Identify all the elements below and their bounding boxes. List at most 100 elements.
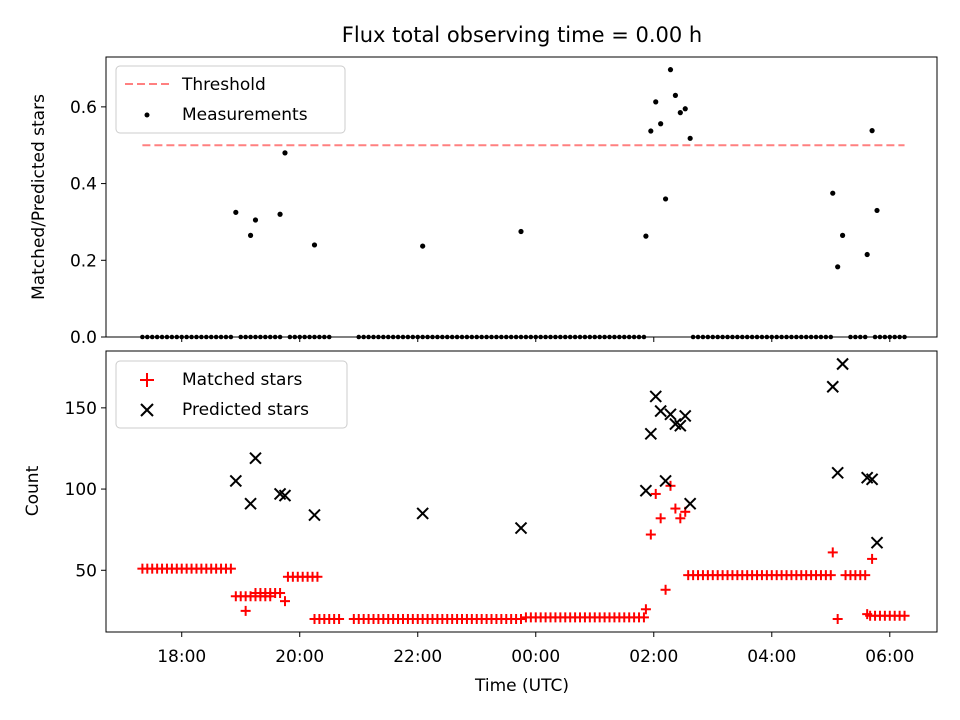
top-axes-frame — [105, 56, 938, 338]
bottom-x-axis: 18:00 20:00 22:00 00:00 02:00 04:00 06:00 — [157, 632, 914, 667]
matched-star-point — [655, 513, 666, 524]
measurement-point — [643, 233, 649, 239]
measurement-point — [667, 67, 674, 73]
legend-predicted-icon — [140, 403, 154, 417]
measurement-point — [864, 251, 870, 258]
predicted-star-point — [664, 408, 677, 421]
matched-star-point — [670, 503, 681, 514]
chart-title: Flux total observing time = 0.00 h — [342, 23, 702, 47]
x-tick-label: 18:00 — [157, 647, 206, 667]
matched-star-point — [275, 588, 286, 599]
bottom-plot-area — [137, 357, 910, 625]
top-legend-box — [115, 65, 346, 134]
x-tick-label: 22:00 — [393, 647, 442, 667]
predicted-star-point — [679, 409, 692, 423]
predicted-star-point — [244, 497, 257, 510]
predicted-star-point — [831, 466, 844, 480]
top-y-tick-label: 0.2 — [70, 251, 97, 271]
measurement-point — [648, 128, 654, 134]
matched-star-point — [862, 609, 873, 620]
bottom-panel: 50 100 150 18:00 20:00 22:00 00:00 02:00 04:00 0… — [23, 350, 938, 696]
matched-star-point — [827, 547, 838, 558]
matched-star-point — [825, 570, 836, 581]
predicted-star-point — [416, 507, 429, 520]
matched-star-point — [832, 614, 843, 625]
measurement-point — [518, 228, 524, 235]
matched-star-point — [225, 563, 236, 574]
matched-star-point — [640, 604, 651, 615]
predicted-star-point — [674, 419, 687, 432]
top-plot-area — [140, 67, 907, 340]
matched-star-point — [867, 553, 878, 564]
measurement-point — [677, 110, 683, 116]
matched-star-point — [312, 571, 323, 582]
bottom-y-tick-label: 50 — [75, 561, 97, 581]
bottom-y-axis: 50 100 150 — [65, 399, 106, 581]
predicted-star-point — [639, 484, 653, 497]
measurement-point — [830, 190, 836, 196]
matched-star-point — [650, 488, 661, 499]
predicted-star-point — [249, 451, 262, 465]
predicted-star-point — [654, 404, 667, 418]
measurement-point — [672, 92, 679, 98]
x-tick-label: 02:00 — [629, 647, 678, 667]
predicted-star-point — [644, 427, 658, 441]
matched-star-point — [638, 612, 649, 623]
predicted-star-point — [514, 521, 528, 535]
measurement-point — [658, 121, 664, 127]
predicted-star-point — [836, 357, 849, 371]
measurement-point — [662, 196, 669, 202]
predicted-star-point — [308, 508, 321, 522]
measurement-point — [247, 232, 254, 238]
measurement-point — [835, 264, 841, 270]
top-y-tick-label: 0.0 — [70, 328, 97, 348]
legend-measurements-icon — [144, 112, 150, 118]
x-tick-label: 20:00 — [275, 647, 324, 667]
predicted-star-point — [659, 474, 672, 488]
legend-matched-icon — [140, 373, 154, 387]
matched-star-point — [645, 529, 656, 540]
matched-star-point — [279, 596, 290, 607]
matched-star-point — [240, 605, 251, 616]
x-tick-label: 04:00 — [747, 647, 796, 667]
top-panel: 0.0 0.2 0.4 0.6 Matched/Predicted stars Thr… — [29, 56, 938, 348]
measurement-point — [874, 207, 880, 214]
top-legend: Threshold Measurements — [115, 65, 346, 134]
bottom-y-tick-label: 150 — [65, 399, 97, 419]
predicted-star-point — [229, 474, 243, 488]
matched-star-point — [675, 513, 686, 524]
bottom-axes-frame — [105, 350, 938, 633]
measurement-point — [839, 232, 846, 238]
top-y-axis: 0.0 0.2 0.4 0.6 — [70, 98, 106, 348]
x-tick-label: 00:00 — [511, 647, 560, 667]
measurement-point — [282, 150, 288, 156]
matched-star-point — [660, 584, 671, 595]
top-y-tick-label: 0.4 — [70, 175, 97, 195]
predicted-star-point — [870, 536, 884, 549]
measurement-point — [869, 128, 875, 134]
predicted-star-point — [683, 497, 697, 510]
predicted-star-point — [649, 390, 662, 403]
bottom-y-axis-label: Count — [23, 465, 43, 516]
x-tick-label: 06:00 — [865, 647, 914, 667]
measurement-point — [682, 106, 688, 112]
top-y-tick-label: 0.6 — [70, 98, 97, 118]
measurement-point — [420, 243, 426, 249]
bottom-y-tick-label: 100 — [65, 480, 97, 500]
predicted-star-point — [278, 489, 292, 502]
matched-star-point — [334, 614, 345, 625]
x-axis-label: Time (UTC) — [474, 676, 569, 696]
legend-predicted-label: Predicted stars — [182, 400, 309, 420]
matched-star-point — [516, 614, 527, 625]
bottom-legend-box — [115, 360, 348, 429]
top-x-axis — [181, 337, 891, 342]
measurement-point — [653, 99, 659, 105]
measurement-point — [252, 217, 259, 223]
matched-star-point — [899, 610, 910, 621]
measurement-point — [311, 242, 318, 248]
matched-star-point — [860, 570, 871, 581]
legend-matched-label: Matched stars — [182, 370, 302, 390]
legend-measurements-label: Measurements — [182, 105, 308, 125]
top-y-axis-label: Matched/Predicted stars — [29, 94, 49, 300]
